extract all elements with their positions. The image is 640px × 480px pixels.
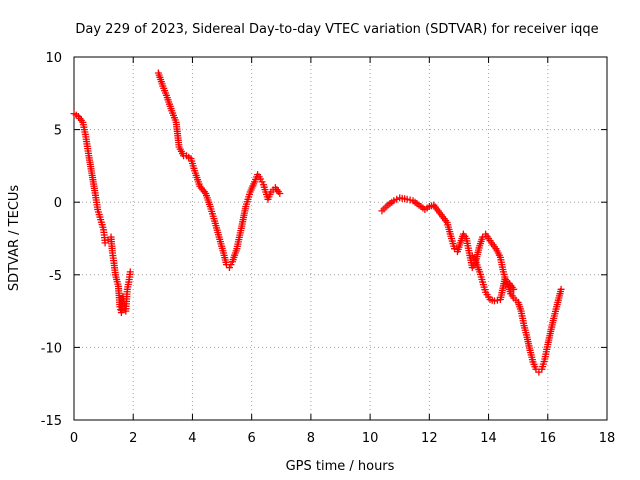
tick-labels: 0 2 4 6 8 10 12 14 16 18 10 5 0 -5 -10 -15 [41, 51, 616, 446]
chart-title: Day 229 of 2023, Sidereal Day-to-day VTE… [75, 22, 598, 37]
y-tick-label: -15 [41, 414, 62, 429]
x-tick-label: 2 [129, 431, 137, 446]
x-tick-label: 18 [599, 431, 616, 446]
plot-frame [73, 56, 608, 421]
y-tick-label: -10 [41, 341, 62, 356]
data-point [557, 285, 565, 293]
x-tick-label: 4 [188, 431, 196, 446]
data-points [70, 69, 565, 376]
x-tick-label: 6 [248, 431, 256, 446]
tick-marks [73, 56, 608, 421]
data-point [126, 268, 134, 276]
x-axis-label: GPS time / hours [286, 459, 395, 474]
data-point [510, 285, 518, 293]
y-axis-label: SDTVAR / TECUs [7, 185, 22, 292]
y-tick-label: 0 [54, 196, 62, 211]
x-tick-label: 14 [480, 431, 497, 446]
x-tick-label: 12 [421, 431, 438, 446]
x-tick-label: 8 [307, 431, 315, 446]
y-tick-label: -5 [49, 269, 62, 284]
y-tick-label: 10 [45, 51, 62, 66]
x-tick-label: 16 [540, 431, 557, 446]
x-tick-label: 10 [362, 431, 379, 446]
x-tick-label: 0 [70, 431, 78, 446]
data-point [276, 189, 284, 197]
grid [74, 57, 607, 420]
y-tick-label: 5 [54, 124, 62, 139]
